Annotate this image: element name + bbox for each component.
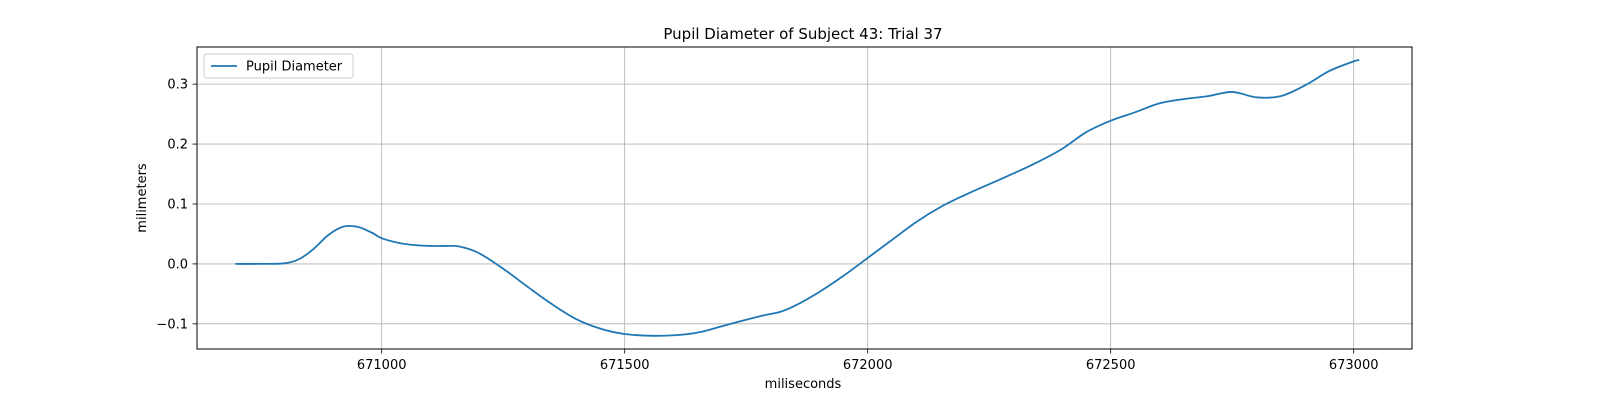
- y-tick-label: 0.0: [167, 257, 188, 272]
- x-tick-label: 672000: [843, 358, 893, 373]
- chart-title: Pupil Diameter of Subject 43: Trial 37: [663, 25, 942, 43]
- x-axis-ticks: 671000 671500 672000 672500 673000: [357, 349, 1379, 373]
- y-tick-label: −0.1: [156, 317, 188, 332]
- x-axis-title: miliseconds: [765, 377, 842, 392]
- y-tick-label: 0.2: [167, 138, 188, 153]
- y-axis-title: milimeters: [135, 163, 150, 233]
- series-line-pupil-diameter: [234, 59, 1360, 337]
- chart-legend: Pupil Diameter: [203, 53, 354, 79]
- plot-area-frame: [196, 46, 1413, 350]
- legend-label-pupil-diameter: Pupil Diameter: [246, 60, 343, 75]
- legend-box: [203, 53, 354, 79]
- x-tick-label: 671500: [600, 358, 650, 373]
- x-tick-label: 673000: [1329, 358, 1379, 373]
- x-tick-label: 672500: [1086, 358, 1136, 373]
- y-axis-ticks: −0.1 0.0 0.1 0.2 0.3: [156, 78, 197, 332]
- x-tick-label: 671000: [357, 358, 407, 373]
- grid-lines: [197, 47, 1412, 349]
- y-tick-label: 0.1: [167, 197, 188, 212]
- series-layer: [234, 59, 1360, 337]
- y-tick-label: 0.3: [167, 78, 188, 93]
